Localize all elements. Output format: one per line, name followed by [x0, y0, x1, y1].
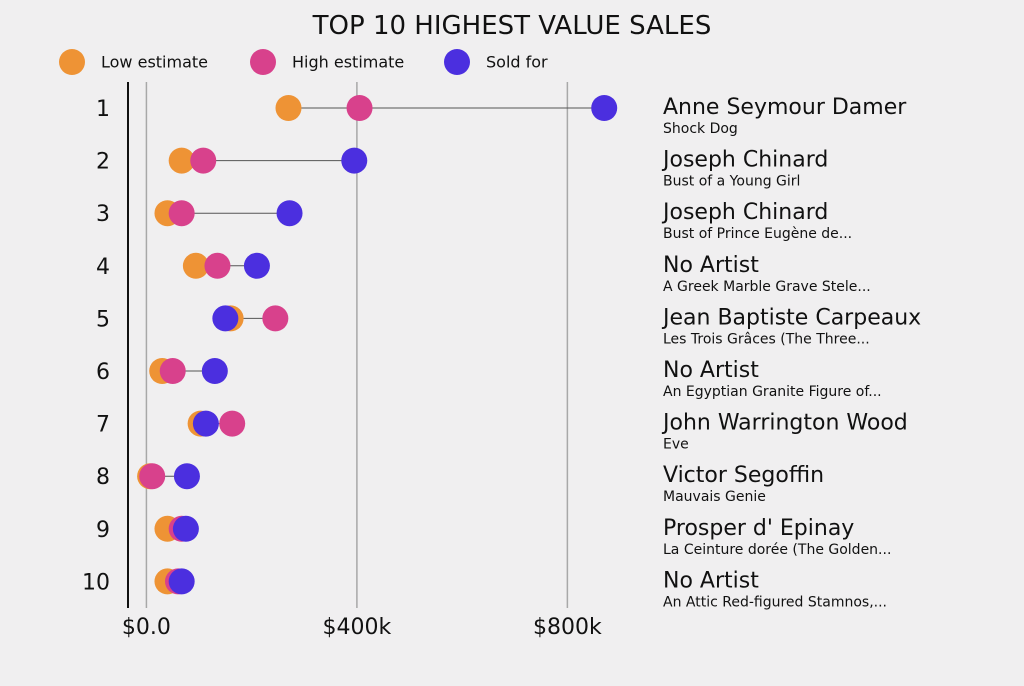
rank-label: 1 — [96, 97, 110, 122]
sold-point — [591, 95, 618, 121]
work-label: Eve — [663, 437, 689, 453]
work-label: La Ceinture dorée (The Golden... — [663, 542, 891, 558]
work-label: Mauvais Genie — [663, 489, 766, 505]
x-tick-label-1: $400k — [323, 615, 392, 640]
high-point — [190, 147, 217, 174]
x-tick-label-0: $0.0 — [122, 615, 171, 640]
low-point — [275, 95, 302, 121]
work-label: An Attic Red-figured Stamnos,... — [663, 594, 887, 610]
rank-label: 8 — [96, 465, 110, 490]
high-point — [139, 463, 166, 490]
legend-label-high: High estimate — [292, 53, 404, 72]
rank-label: 3 — [96, 202, 110, 227]
legend-marker-high — [250, 49, 276, 75]
high-point — [204, 252, 231, 279]
artist-label: Joseph Chinard — [661, 148, 828, 173]
legend: Low estimate High estimate Sold for — [59, 49, 548, 75]
high-point — [168, 200, 195, 227]
low-point — [182, 252, 209, 279]
x-tick-label-2: $800k — [533, 615, 602, 640]
work-label: Les Trois Grâces (The Three... — [663, 331, 870, 347]
chart-title: TOP 10 HIGHEST VALUE SALES — [312, 11, 712, 41]
artist-label: No Artist — [663, 568, 759, 593]
sold-point — [212, 305, 239, 332]
artist-label: Joseph Chinard — [661, 200, 828, 225]
artist-label: John Warrington Wood — [661, 411, 908, 436]
sold-point — [243, 252, 270, 279]
rank-label: 4 — [96, 255, 110, 280]
rank-label: 7 — [96, 413, 110, 438]
artist-label: Anne Seymour Damer — [663, 95, 907, 120]
sold-point — [168, 568, 195, 595]
rank-label: 9 — [96, 518, 110, 543]
artist-label: Victor Segoffin — [663, 463, 824, 488]
work-label: A Greek Marble Grave Stele... — [663, 279, 871, 295]
high-point — [159, 358, 186, 384]
high-point — [346, 95, 373, 121]
artist-label: Prosper d' Epinay — [663, 516, 854, 541]
sold-point — [192, 410, 219, 437]
high-point — [262, 305, 289, 332]
legend-label-low: Low estimate — [101, 53, 208, 72]
rank-label: 6 — [96, 360, 110, 385]
sold-point — [173, 463, 200, 490]
rank-label: 10 — [82, 570, 110, 595]
sold-point — [341, 147, 368, 174]
artist-label: No Artist — [663, 253, 759, 278]
sold-point — [201, 358, 228, 384]
legend-label-sold: Sold for — [486, 53, 548, 72]
legend-marker-low — [59, 49, 85, 75]
artist-label: No Artist — [663, 358, 759, 383]
rank-label: 5 — [96, 307, 110, 332]
sold-point — [276, 200, 303, 227]
artist-label: Jean Baptiste Carpeaux — [661, 305, 921, 330]
rank-label: 2 — [96, 150, 110, 175]
high-point — [219, 410, 246, 437]
work-label: Bust of a Young Girl — [663, 174, 800, 190]
work-label: Bust of Prince Eugène de... — [663, 226, 852, 242]
work-label: An Egyptian Granite Figure of... — [663, 384, 882, 400]
sold-point — [172, 515, 199, 542]
legend-marker-sold — [444, 49, 470, 75]
x-axis-ticks: $0.0 $400k $800k — [122, 615, 602, 640]
work-label: Shock Dog — [663, 121, 738, 137]
low-point — [168, 147, 195, 174]
